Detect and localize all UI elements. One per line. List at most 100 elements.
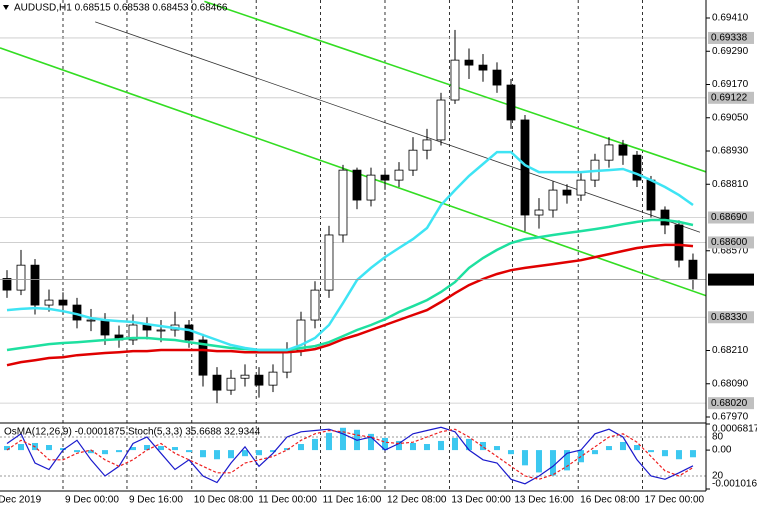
x-tick-label: 10 Dec 08:00 — [194, 495, 254, 506]
histogram-bar — [185, 450, 192, 453]
moving-average — [6, 243, 694, 367]
histogram-bar — [689, 450, 696, 458]
y-tick-label: 0.69170 — [712, 79, 749, 90]
x-tick-label: 9 Dec 16:00 — [129, 495, 183, 506]
candle-body — [394, 169, 404, 181]
y-tick-label: 0.67970 — [712, 412, 749, 423]
candle-body — [632, 154, 642, 181]
symbol-icon — [3, 5, 9, 10]
candle-body — [100, 319, 110, 336]
histogram-bar — [339, 427, 346, 451]
candle-body — [506, 84, 516, 121]
level-label-box — [708, 211, 754, 224]
histogram-bar — [255, 450, 262, 456]
histogram-bar — [297, 444, 304, 451]
candle-body — [422, 139, 432, 151]
candle-body — [674, 224, 684, 261]
histogram-bar — [605, 446, 612, 451]
candle-body — [464, 59, 474, 66]
y-tick-label: 0.0006817 — [712, 424, 757, 435]
candle-body — [240, 374, 250, 379]
candle-body — [212, 374, 222, 391]
level-label: 0.69338 — [711, 33, 748, 44]
histogram-bar — [213, 450, 220, 460]
histogram-bar — [563, 450, 570, 471]
histogram-bar — [535, 450, 542, 473]
histogram-bar — [87, 450, 94, 454]
candle-body — [478, 64, 488, 71]
candle-body — [310, 289, 320, 321]
histogram-bar — [227, 450, 234, 459]
histogram-bar — [367, 433, 374, 451]
x-tick-label: 11 Dec 16:00 — [323, 495, 382, 506]
histogram-bar — [493, 446, 500, 451]
candle-body — [282, 349, 292, 373]
candle-body — [366, 174, 376, 201]
candle-body — [436, 99, 446, 141]
candle-body — [198, 339, 208, 376]
histogram-bar — [157, 446, 164, 451]
histogram-bar — [549, 450, 556, 476]
histogram-bar — [241, 450, 248, 457]
histogram-bar — [577, 450, 584, 463]
candle-body — [2, 278, 12, 291]
histogram-bar — [143, 445, 150, 451]
histogram-bar — [395, 440, 402, 451]
candle-body — [618, 144, 628, 156]
candle-body — [184, 324, 194, 341]
histogram-bar — [409, 442, 416, 451]
x-tick-label: 13 Dec 16:00 — [514, 495, 574, 506]
level-label: 0.68020 — [711, 398, 748, 409]
histogram-bar — [647, 450, 654, 453]
y-tick-label: 0.68210 — [712, 345, 749, 356]
candle-body — [226, 377, 236, 391]
candle-body — [352, 169, 362, 201]
candle-body — [492, 69, 502, 86]
grid — [62, 0, 643, 491]
histogram-bar — [171, 447, 178, 451]
y-tick-label: -0.001016 — [712, 479, 757, 490]
candle-body — [576, 179, 586, 196]
y2-tick-label: 20 — [712, 471, 724, 482]
candle-body — [646, 179, 656, 211]
level-label: 0.68330 — [711, 312, 748, 323]
level-label-box — [708, 397, 754, 410]
candle-body — [58, 299, 68, 306]
histogram-bar — [101, 450, 108, 455]
y-tick-label: 0.69290 — [712, 46, 749, 57]
level-label-box — [708, 31, 754, 44]
level-label-box — [708, 91, 754, 104]
chart-title: AUDUSD,H1 0.68515 0.68538 0.68453 0.6846… — [14, 3, 228, 14]
histogram-bar — [283, 448, 290, 451]
y2-tick-label: 80 — [712, 432, 724, 443]
histogram-bar — [437, 440, 444, 451]
y-tick-label: 0.68570 — [712, 245, 749, 256]
histogram-bar — [269, 450, 276, 453]
moving-average — [6, 150, 694, 352]
histogram-bar — [423, 444, 430, 451]
last-price-label: 0.68466 — [711, 274, 748, 285]
histogram-bar — [45, 445, 52, 451]
candle-body — [16, 264, 26, 291]
histogram-bar — [199, 450, 206, 458]
x-tick-label: 13 Dec 00:00 — [451, 495, 511, 506]
histogram-bar — [381, 437, 388, 451]
candle-body — [44, 299, 54, 306]
histogram-bar — [115, 450, 122, 453]
x-tick-label: 9 Dec 00:00 — [65, 495, 119, 506]
candle-body — [324, 234, 334, 291]
last-price-box — [708, 273, 754, 286]
candle-body — [562, 189, 572, 196]
histogram-bar — [507, 450, 514, 455]
stochastic-line — [6, 428, 694, 480]
candle-body — [408, 149, 418, 171]
level-label: 0.68690 — [711, 212, 748, 223]
x-tick-label: 16 Dec 08:00 — [580, 495, 640, 506]
histogram-bar — [633, 445, 640, 451]
candle-body — [548, 189, 558, 211]
histogram-bar — [661, 450, 668, 457]
histogram-bar — [129, 447, 136, 451]
histogram-bar — [73, 450, 80, 453]
